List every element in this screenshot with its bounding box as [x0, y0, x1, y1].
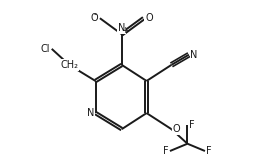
Text: F: F: [206, 146, 212, 156]
Text: -: -: [94, 10, 97, 19]
Text: F: F: [189, 120, 195, 130]
Text: Cl: Cl: [41, 44, 50, 54]
Text: F: F: [163, 146, 168, 156]
Text: O: O: [173, 124, 181, 134]
Text: N: N: [118, 23, 125, 33]
Text: O: O: [91, 13, 98, 23]
Text: N: N: [87, 108, 94, 118]
Text: +: +: [121, 26, 129, 35]
Text: N: N: [190, 50, 198, 60]
Text: O: O: [145, 13, 153, 23]
Text: CH₂: CH₂: [60, 60, 78, 70]
